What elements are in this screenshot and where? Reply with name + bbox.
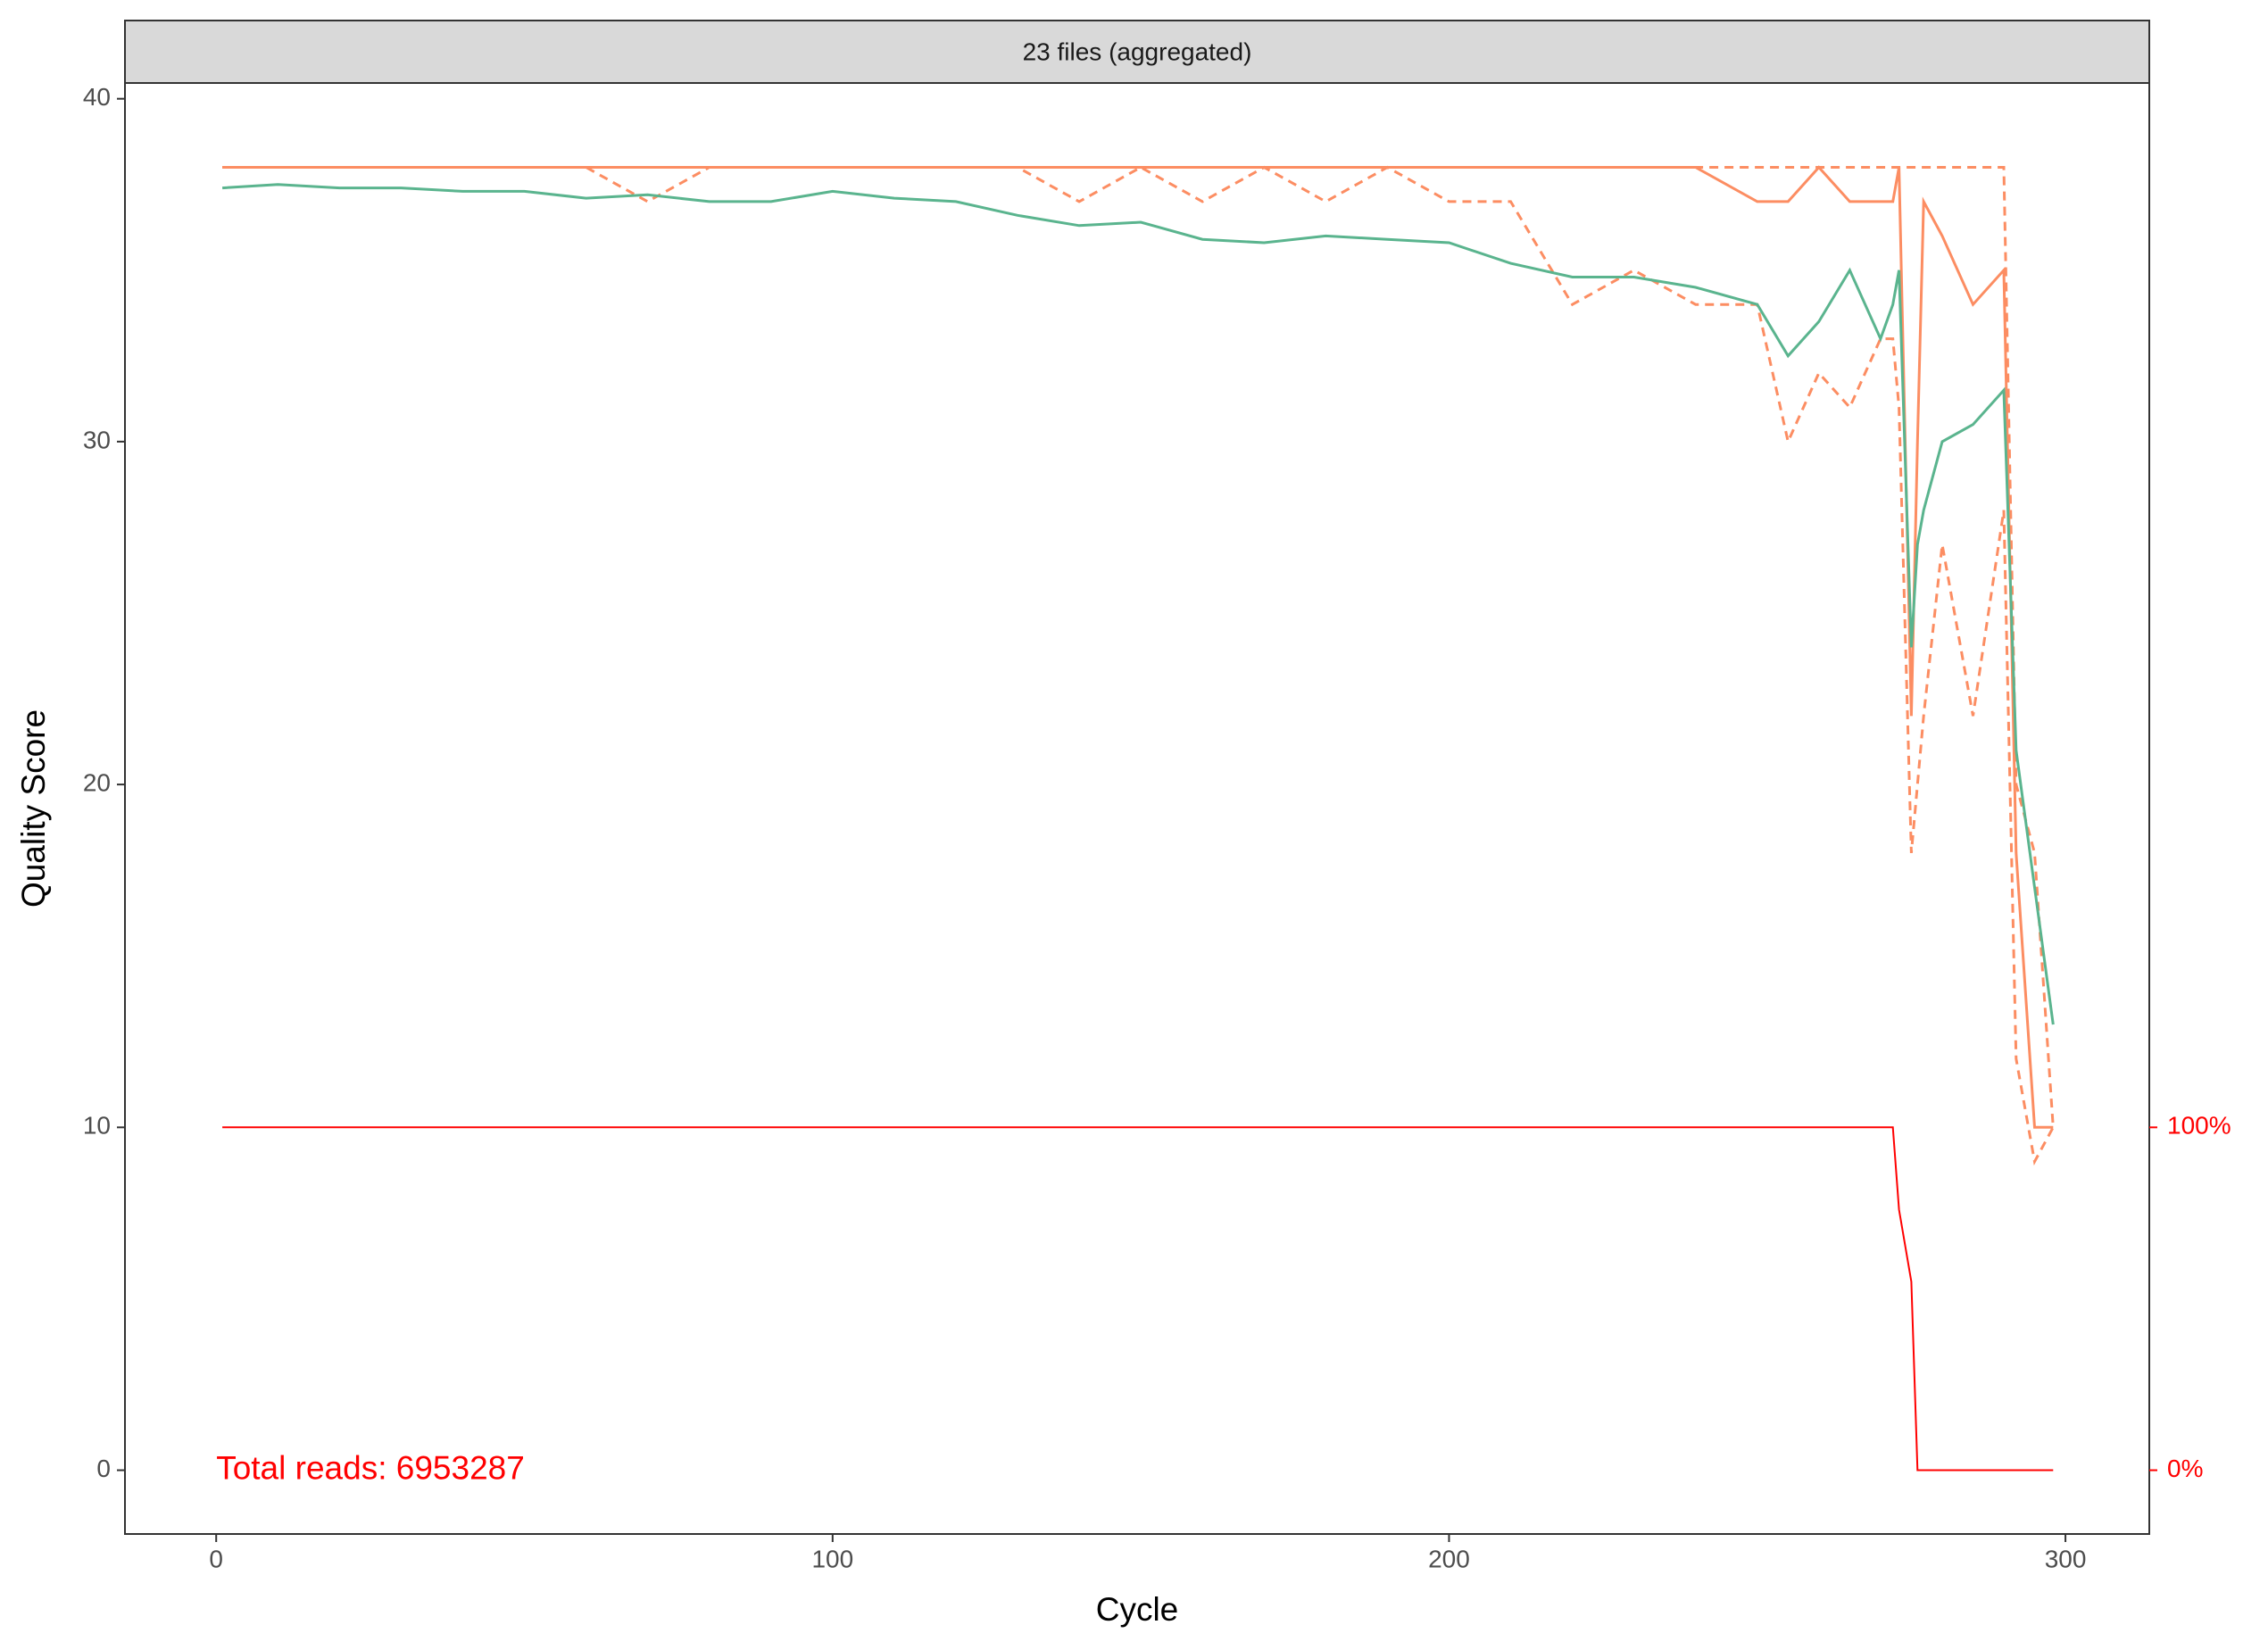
series-line bbox=[222, 165, 2054, 1129]
y2-tick-label: 100% bbox=[2167, 1112, 2231, 1140]
strip bbox=[124, 20, 2150, 84]
series-line bbox=[222, 1126, 2054, 1472]
y-tick-label: 0 bbox=[96, 1455, 111, 1482]
x-axis-title: Cycle bbox=[1096, 1591, 1179, 1628]
y-tick-label: 20 bbox=[83, 768, 111, 796]
x-tick-label: 100 bbox=[811, 1545, 853, 1572]
x-tick-label: 0 bbox=[209, 1545, 223, 1572]
y-tick-label: 10 bbox=[83, 1112, 111, 1140]
x-tick-label: 300 bbox=[2045, 1545, 2087, 1572]
series-line bbox=[222, 183, 2055, 1025]
y-tick-label: 30 bbox=[83, 426, 111, 453]
plot-frame bbox=[124, 82, 2150, 1535]
series-line bbox=[222, 165, 2055, 1166]
y2-tick-label: 0% bbox=[2167, 1455, 2203, 1482]
y-tick-label: 40 bbox=[83, 83, 111, 111]
annotation: Total reads: 6953287 bbox=[216, 1449, 525, 1486]
y-axis-title: Quality Score bbox=[15, 709, 52, 908]
strip-title: 23 files (aggregated) bbox=[1023, 37, 1252, 65]
x-tick-label: 200 bbox=[1428, 1545, 1470, 1572]
